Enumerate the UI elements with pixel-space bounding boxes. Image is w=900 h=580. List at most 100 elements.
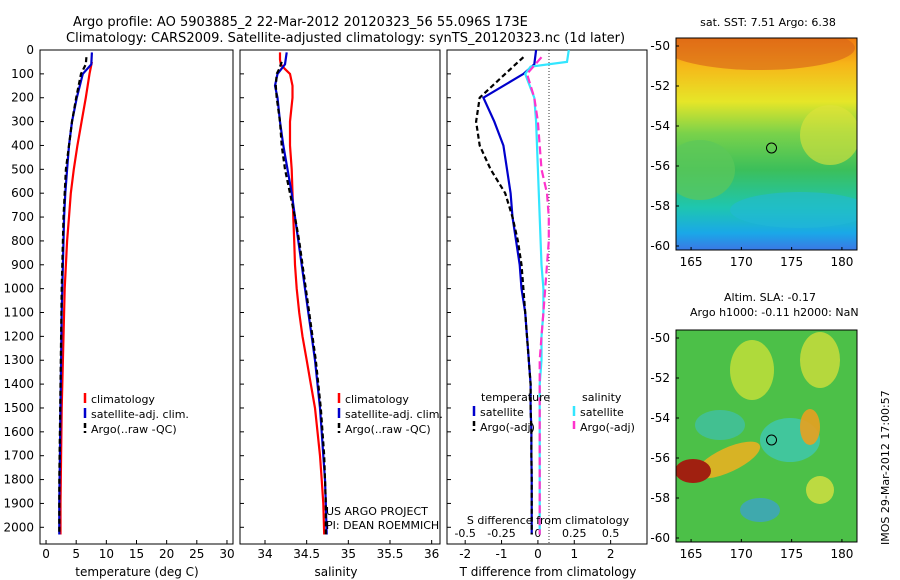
x-tick-label: 15 xyxy=(129,547,144,561)
series-line-argo-raw-qc- xyxy=(274,61,327,535)
lat-tick-label: -52 xyxy=(650,79,670,93)
sla-map-frame xyxy=(675,329,858,543)
sla-warm-ridge xyxy=(695,441,761,479)
lat-tick-label: -50 xyxy=(650,39,670,53)
depth-tick-label: 1900 xyxy=(3,496,34,510)
sla-cyan-2 xyxy=(695,410,745,440)
lon-tick-label: 175 xyxy=(780,547,803,561)
x-tick-label: 30 xyxy=(219,547,234,561)
series-line-satellite-adj-clim- xyxy=(273,52,328,535)
x-tick-label: 20 xyxy=(159,547,174,561)
imos-timestamp: IMOS 29-Mar-2012 17:00:57 xyxy=(879,390,892,545)
difference-axis-ticks: -2 -0.5 -1 -0.25 0 0 1 0.25 2 0.5 xyxy=(447,49,620,561)
x-tick-label: -2 xyxy=(459,547,471,561)
sst-green-tongue xyxy=(676,140,735,200)
depth-tick-label: 900 xyxy=(11,258,34,272)
lat-tick-label: -60 xyxy=(650,531,670,545)
depth-tick-label: 0 xyxy=(26,43,34,57)
lat-tick-label: -58 xyxy=(650,491,670,505)
depth-tick-label: 100 xyxy=(11,67,34,81)
header-line-2: Climatology: CARS2009. Satellite-adjuste… xyxy=(66,31,625,46)
lon-tick-label: 180 xyxy=(830,547,853,561)
depth-tick-label: 500 xyxy=(11,162,34,176)
series-line-argo-raw-qc- xyxy=(58,57,88,535)
sst-cyan-band xyxy=(730,192,857,228)
x-tick-label: 10 xyxy=(99,547,114,561)
temperature-plot-frame xyxy=(39,49,234,545)
temperature-panel: 0100200300400500600700800900100011001200… xyxy=(3,43,234,579)
s-tick-label: -0.25 xyxy=(487,527,515,540)
series-line-climatology xyxy=(59,61,93,535)
depth-tick-label: 1700 xyxy=(3,449,34,463)
depth-tick-label: 200 xyxy=(11,91,34,105)
depth-tick-label: 1000 xyxy=(3,282,34,296)
sla-yellow-1 xyxy=(730,340,774,400)
x-tick-label: 34.5 xyxy=(293,547,320,561)
legend-label: Argo(..raw -QC) xyxy=(345,423,431,436)
x-tick-label: 2 xyxy=(607,547,615,561)
sla-map-subtitle: Argo h1000: -0.11 h2000: NaN xyxy=(690,306,859,319)
lon-tick-label: 170 xyxy=(730,547,753,561)
depth-tick-label: 400 xyxy=(11,138,34,152)
legend-label: climatology xyxy=(345,393,409,406)
legend-label: Argo(-adj) xyxy=(480,421,535,434)
temperature-series xyxy=(58,52,93,535)
x-tick-label: 0 xyxy=(42,547,50,561)
s-tick-label: 0.5 xyxy=(602,527,620,540)
sst-map-frame xyxy=(675,37,858,251)
legend-label: satellite xyxy=(480,406,524,419)
salinity-series xyxy=(273,52,328,535)
sla-orange-spot xyxy=(800,409,820,445)
s-tick-label: -0.5 xyxy=(454,527,475,540)
temperature-axis-ticks: 0 5 10 15 20 25 30 xyxy=(42,540,235,561)
lon-tick-label: 170 xyxy=(730,255,753,269)
lat-tick-label: -58 xyxy=(650,199,670,213)
x-tick-label: 35 xyxy=(341,547,356,561)
argo-position-marker-sla xyxy=(766,434,778,446)
depth-tick-label: 2000 xyxy=(3,520,34,534)
salinity-legend: climatology satellite-adj. clim. Argo(..ra… xyxy=(337,393,443,436)
sst-map-panel: sat. SST: 7.51 Argo: 6.38 165 170 175 180 -5… xyxy=(650,16,858,269)
sla-red-eddy xyxy=(676,459,711,483)
lon-tick-label: 180 xyxy=(830,255,853,269)
lon-tick-label: 165 xyxy=(680,547,703,561)
salinity-panel: 34 34.5 35 35.5 36 climatology satellite-adj.… xyxy=(239,49,443,579)
depth-tick-label: 600 xyxy=(11,186,34,200)
legend-label: climatology xyxy=(91,393,155,406)
depth-tick-label: 1400 xyxy=(3,377,34,391)
x-tick-label: 5 xyxy=(72,547,80,561)
x-tick-label: -1 xyxy=(496,547,508,561)
difference-panel: -2 -0.5 -1 -0.25 0 0 1 0.25 2 0.5 temperature sate… xyxy=(446,49,648,579)
temperature-axis-label: temperature (deg C) xyxy=(75,565,198,579)
depth-tick-label: 700 xyxy=(11,210,34,224)
salinity-plot-frame xyxy=(239,49,441,545)
difference-series xyxy=(474,49,570,535)
depth-tick-label: 800 xyxy=(11,234,34,248)
depth-tick-label: 1100 xyxy=(3,306,34,320)
project-annotation-2: PI: DEAN ROEMMICH xyxy=(326,519,439,532)
argo-position-marker xyxy=(766,142,778,154)
legend-label: satellite-adj. clim. xyxy=(91,408,189,421)
depth-tick-label: 1600 xyxy=(3,425,34,439)
series-line-argo-adj- xyxy=(474,56,533,535)
series-line-satellite xyxy=(481,49,538,535)
legend-label: Argo(..raw -QC) xyxy=(91,423,177,436)
x-tick-label: 35.5 xyxy=(377,547,404,561)
temperature-legend: climatology satellite-adj. clim. Argo(..ra… xyxy=(83,393,189,436)
lon-tick-label: 165 xyxy=(680,255,703,269)
x-tick-label: 34 xyxy=(257,547,272,561)
sst-map-title: sat. SST: 7.51 Argo: 6.38 xyxy=(700,16,836,29)
depth-tick-label: 1300 xyxy=(3,353,34,367)
legend-label: satellite-adj. clim. xyxy=(345,408,443,421)
sla-yellow-2 xyxy=(800,332,840,388)
s-difference-label: S difference from climatology xyxy=(467,514,630,527)
legend-title-temperature: temperature xyxy=(481,391,550,404)
series-line-satellite-adj-clim- xyxy=(58,52,93,535)
depth-tick-label: 1800 xyxy=(3,473,34,487)
x-tick-label: 36 xyxy=(424,547,439,561)
depth-tick-label: 1200 xyxy=(3,329,34,343)
lat-tick-label: -56 xyxy=(650,451,670,465)
x-tick-label: 1 xyxy=(570,547,578,561)
x-tick-label: 0 xyxy=(534,547,542,561)
